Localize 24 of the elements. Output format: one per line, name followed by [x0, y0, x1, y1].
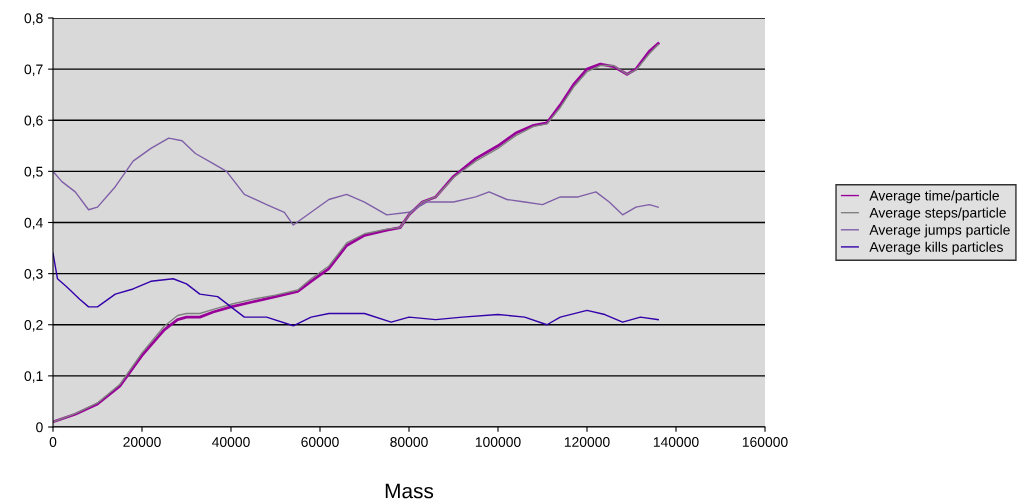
- x-tick-label: 120000: [564, 437, 610, 447]
- legend-label: Average time/particle: [869, 190, 999, 204]
- x-tick-label: 40000: [212, 437, 250, 447]
- x-tick-label: 0: [49, 437, 57, 447]
- y-tick-label: 0: [36, 422, 43, 433]
- y-tick-label: 0,3: [24, 268, 43, 281]
- line-series: [53, 137, 659, 226]
- legend-label: Average kills particles: [869, 241, 1003, 255]
- y-tick-label: 0,8: [24, 13, 43, 25]
- x-axis-title: Mass: [385, 483, 434, 499]
- y-tick-label: 0,6: [24, 115, 43, 128]
- y-tick-label: 0,1: [24, 371, 43, 383]
- y-tick-label: 0,7: [24, 64, 43, 76]
- x-tick-label: 100000: [475, 437, 521, 447]
- x-tick-label: 60000: [301, 437, 339, 447]
- legend-label: Average steps/particle: [869, 207, 1006, 221]
- y-tick-label: 0,4: [24, 217, 43, 230]
- x-tick-label: 140000: [653, 437, 699, 447]
- y-tick-label: 0,2: [24, 320, 43, 332]
- x-tick-label: 160000: [742, 437, 788, 447]
- legend-label: Average jumps particle: [869, 224, 1010, 238]
- x-tick-label: 20000: [123, 437, 161, 447]
- y-tick-label: 0,5: [24, 166, 43, 179]
- x-tick-label: 80000: [390, 437, 428, 447]
